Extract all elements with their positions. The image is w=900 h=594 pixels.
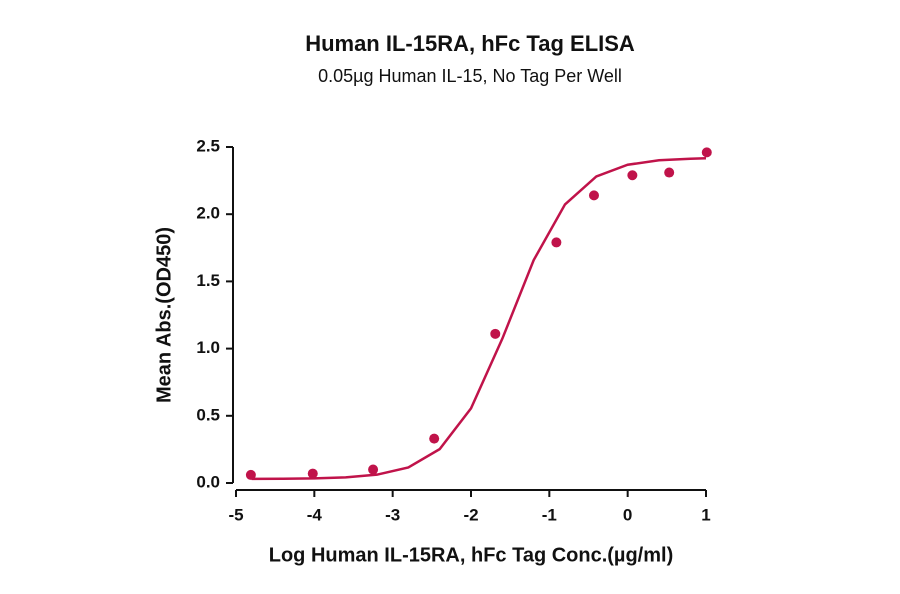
- y-tick-label: 2.5: [196, 136, 220, 155]
- y-tick-label: 2.0: [196, 204, 220, 223]
- data-point: [701, 147, 712, 158]
- x-tick-label: -2: [463, 505, 478, 524]
- y-tick-label: 0.0: [196, 472, 220, 491]
- data-point: [429, 433, 440, 444]
- data-point: [588, 190, 599, 201]
- data-point: [490, 328, 501, 339]
- chart-title: Human IL-15RA, hFc Tag ELISA: [305, 31, 635, 56]
- x-tick-label: -4: [307, 505, 323, 524]
- data-point: [245, 469, 256, 480]
- y-tick-label: 0.5: [196, 405, 220, 424]
- x-tick-label: 1: [701, 505, 710, 524]
- data-point: [551, 237, 562, 248]
- data-point: [627, 170, 638, 181]
- data-point: [307, 468, 318, 479]
- data-point: [368, 464, 379, 475]
- y-tick-label: 1.5: [196, 271, 220, 290]
- y-tick-label: 1.0: [196, 338, 220, 357]
- x-tick-label: -1: [542, 505, 557, 524]
- x-tick-label: -5: [228, 505, 243, 524]
- chart-subtitle: 0.05µg Human IL-15, No Tag Per Well: [318, 66, 622, 86]
- x-axis-title: Log Human IL-15RA, hFc Tag Conc.(µg/ml): [269, 544, 673, 566]
- y-axis-title: Mean Abs.(OD450): [153, 227, 175, 403]
- fit-curve: [251, 157, 707, 481]
- x-tick-label: -3: [385, 505, 400, 524]
- x-tick-label: 0: [623, 505, 632, 524]
- data-point: [664, 167, 675, 178]
